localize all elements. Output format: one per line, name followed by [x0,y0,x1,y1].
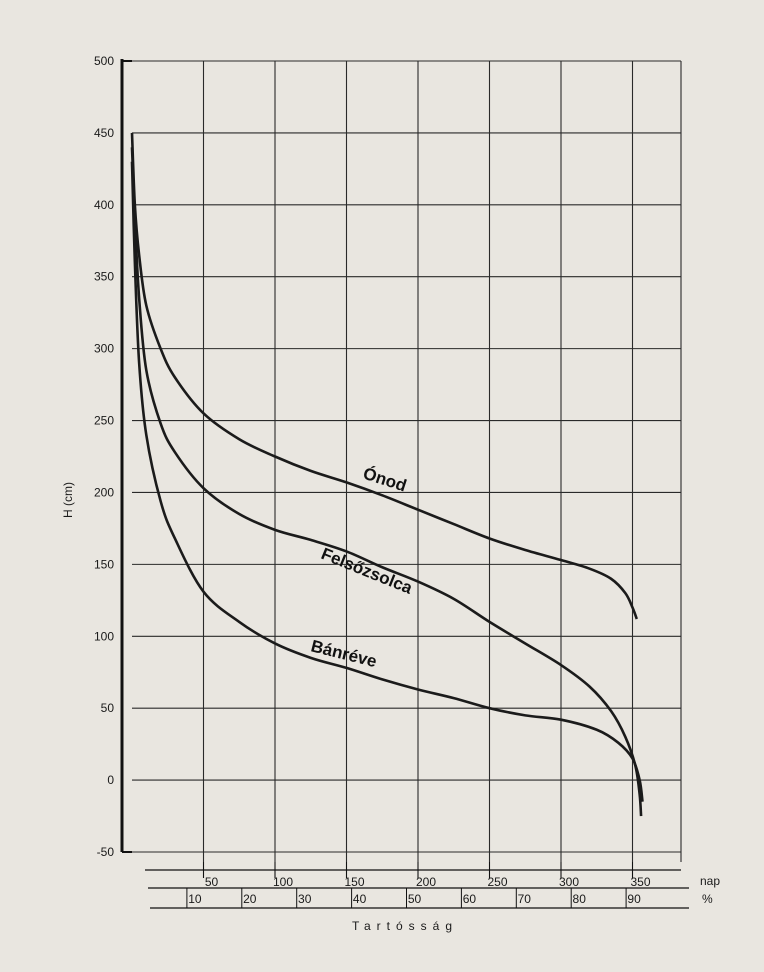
y-tick-label: 400 [94,198,114,212]
y-tick-label: 300 [94,342,114,356]
y-tick-label: 150 [94,557,114,571]
x-pct-tick-label: 70 [518,892,532,906]
x-pct-tick-label: 50 [408,892,422,906]
x-nap-tick-label: 350 [630,875,650,889]
x-nap-tick-label: 200 [416,875,436,889]
x-nap-unit: nap [700,874,720,888]
y-tick-label: 350 [94,270,114,284]
y-tick-label: 100 [94,629,114,643]
y-tick-label: 250 [94,414,114,428]
x-pct-tick-label: 90 [627,892,641,906]
x-nap-tick-label: 250 [487,875,507,889]
series-line-2 [130,161,644,802]
y-tick-label: 50 [101,701,115,715]
x-nap-tick-label: 50 [205,875,219,889]
y-tick-label: 450 [94,126,114,140]
x-pct-tick-label: 60 [463,892,477,906]
x-pct-tick-label: 30 [298,892,312,906]
grid [132,60,682,862]
x-nap-tick-label: 300 [559,875,579,889]
x-axis-label: Tartósság [352,919,458,933]
y-axis-label: H (cm) [61,482,75,518]
x-pct-unit: % [702,892,713,906]
x-pct-tick-label: 20 [243,892,257,906]
x-pct-tick-label: 10 [188,892,202,906]
x-nap-tick-label: 100 [273,875,293,889]
y-tick-label: 0 [107,773,114,787]
series-line-0 [130,132,639,620]
series-line-1 [130,147,643,817]
y-tick-label: 500 [94,54,114,68]
x-nap-tick-label: 150 [344,875,364,889]
y-tick-label: -50 [97,845,115,859]
x-pct-tick-label: 80 [573,892,587,906]
y-tick-label: 200 [94,485,114,499]
x-pct-tick-label: 40 [353,892,367,906]
series-layer [130,132,644,817]
